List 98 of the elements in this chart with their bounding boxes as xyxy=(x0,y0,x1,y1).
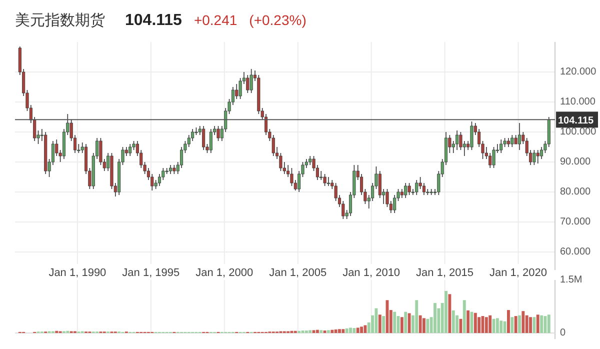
bar xyxy=(338,329,341,333)
bar xyxy=(345,328,348,333)
bar xyxy=(382,316,386,333)
candlestick xyxy=(408,182,411,196)
bar xyxy=(514,316,518,333)
candlestick xyxy=(246,74,250,94)
x-tick-label: Jan 1, 2015 xyxy=(416,267,474,279)
candlestick xyxy=(456,130,459,150)
candlestick xyxy=(422,182,426,196)
bar xyxy=(378,314,382,333)
bar xyxy=(529,317,532,333)
bar xyxy=(364,325,367,333)
candlestick xyxy=(404,182,408,198)
bar xyxy=(426,318,430,333)
bar xyxy=(308,330,312,333)
candlestick xyxy=(209,128,212,154)
candlestick xyxy=(510,134,514,148)
y-tick-label: 0 xyxy=(560,328,566,338)
bar xyxy=(496,318,499,333)
text: 104.115 xyxy=(125,12,182,29)
bar xyxy=(393,312,396,333)
bar xyxy=(518,315,521,333)
candlestick xyxy=(250,68,253,94)
bar xyxy=(525,315,528,333)
bar xyxy=(356,328,360,333)
candlestick xyxy=(323,174,326,186)
bar xyxy=(540,315,543,333)
candlestick xyxy=(202,126,206,150)
y-tick-label: 120.000 xyxy=(560,66,597,78)
candlestick xyxy=(532,150,536,166)
bar xyxy=(500,320,503,333)
bar xyxy=(484,317,488,333)
y-tick-label: 110.000 xyxy=(560,96,596,108)
y-tick-label: 90.000 xyxy=(560,156,592,168)
x-tick-label: Jan 1, 2005 xyxy=(269,267,327,279)
bar xyxy=(418,315,422,333)
bar xyxy=(316,330,319,333)
bar xyxy=(360,326,363,333)
bar xyxy=(452,310,455,333)
x-tick-label: Jan 1, 2010 xyxy=(342,267,400,279)
bar xyxy=(330,330,334,333)
bar xyxy=(459,318,462,333)
candlestick xyxy=(216,126,220,142)
bar xyxy=(327,330,330,333)
text: (+0.23%) xyxy=(249,12,306,28)
bar xyxy=(474,312,477,333)
candlestick xyxy=(128,144,132,156)
x-tick-label: Jan 1, 2020 xyxy=(490,267,548,279)
bar xyxy=(434,302,436,333)
x-tick-label: Jan 1, 1995 xyxy=(122,267,180,279)
bar xyxy=(448,294,452,333)
bar xyxy=(349,328,352,333)
candlestick xyxy=(500,139,503,154)
bar xyxy=(400,317,404,333)
y-tick-label: 70.000 xyxy=(560,216,592,228)
bar xyxy=(444,290,448,333)
bar xyxy=(334,329,338,333)
candlestick xyxy=(470,121,474,150)
y-tick-label: 60.000 xyxy=(560,246,592,258)
candlestick xyxy=(235,84,238,100)
x-tick-label: Jan 1, 2000 xyxy=(196,267,254,279)
bar xyxy=(478,317,481,333)
candlestick xyxy=(326,176,330,186)
bar xyxy=(536,314,540,333)
bar xyxy=(352,328,356,333)
candlestick xyxy=(264,114,268,136)
bar xyxy=(466,310,470,333)
candlestick xyxy=(158,174,162,186)
candlestick xyxy=(393,194,396,214)
bar xyxy=(422,318,426,333)
candlestick xyxy=(536,150,540,164)
bar xyxy=(532,317,536,333)
bar xyxy=(415,300,418,333)
text: +0.241 xyxy=(194,12,238,28)
bar xyxy=(488,315,492,333)
bar xyxy=(544,316,547,333)
bar xyxy=(462,300,466,333)
candlestick xyxy=(540,146,544,160)
chart-title: 美元指数期货 xyxy=(15,12,105,29)
bar xyxy=(522,311,525,333)
bar xyxy=(510,317,514,333)
bar xyxy=(507,310,510,333)
bar xyxy=(503,321,506,333)
bar xyxy=(408,313,411,333)
ref-line-label: 104.115 xyxy=(558,116,594,127)
y-tick-label: 100.000 xyxy=(560,126,597,138)
candlestick xyxy=(518,122,522,150)
y-tick-label: 1.5M xyxy=(560,274,582,286)
bar xyxy=(547,314,550,333)
bar xyxy=(320,330,323,333)
x-tick-label: Jan 1, 1990 xyxy=(48,267,106,279)
bar xyxy=(342,329,345,333)
candlestick xyxy=(492,146,496,168)
bar xyxy=(404,312,408,333)
candlestick xyxy=(290,168,294,186)
candlestick xyxy=(415,180,418,196)
y-tick-label: 80.000 xyxy=(560,186,592,198)
bar xyxy=(312,330,316,333)
